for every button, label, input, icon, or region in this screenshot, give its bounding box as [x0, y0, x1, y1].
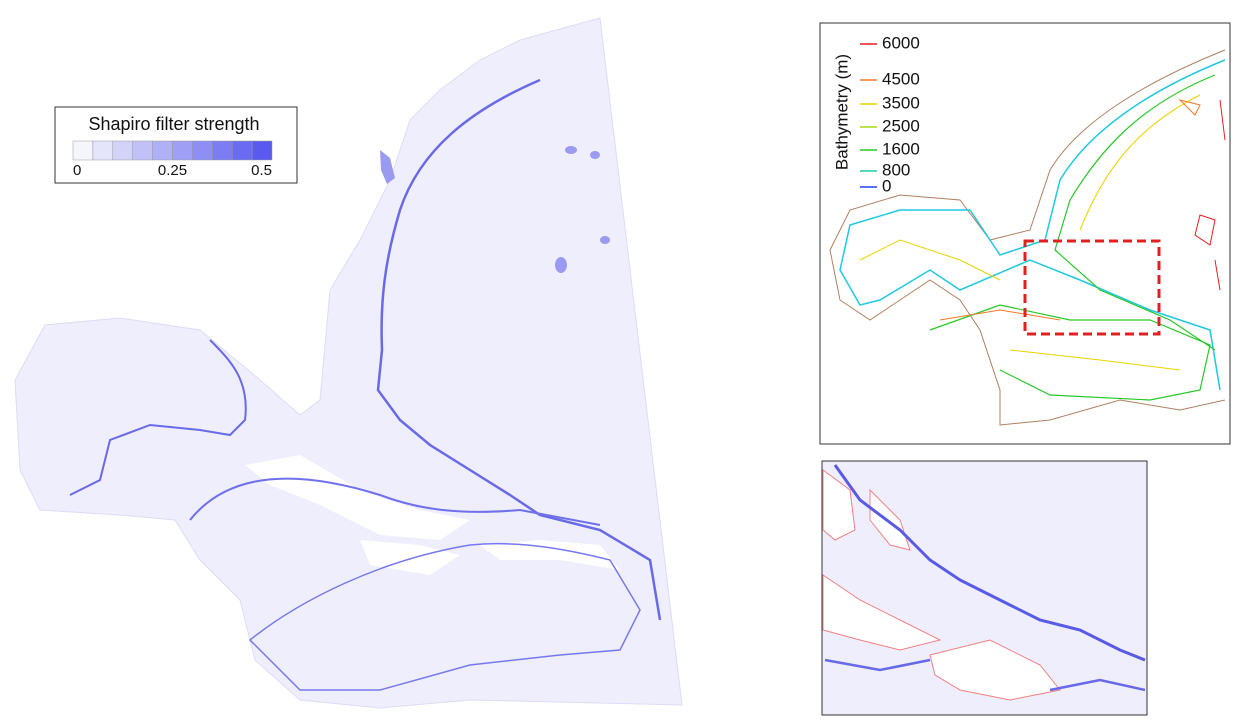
- zoom-map: [821, 460, 1148, 716]
- legend-title: Bathymetry (m): [832, 54, 851, 170]
- legend-swatch: [192, 140, 213, 161]
- coast-line: [69, 339, 247, 496]
- coast-line: [824, 658, 1146, 692]
- legend-swatch: [212, 140, 233, 161]
- filter-legend: Shapiro filter strength 0 0.25 0.5: [54, 106, 298, 184]
- map-frame: [819, 22, 1231, 445]
- shelf-contour: [839, 59, 1226, 391]
- legend-swatch: [72, 140, 94, 161]
- coast-line: [248, 542, 641, 691]
- legend-swatch: [92, 140, 114, 161]
- legend-swatch: [172, 140, 193, 161]
- map-domain: [14, 17, 683, 709]
- legend-swatch: [112, 140, 133, 161]
- legend-label: 6000: [882, 33, 920, 52]
- land: [822, 469, 1061, 701]
- deep-contour: [859, 94, 1201, 371]
- deep-contour: [1194, 99, 1226, 291]
- coast-line: [833, 464, 1146, 662]
- legend-swatch: [251, 140, 273, 161]
- legend-label: 800: [882, 160, 910, 179]
- legend-swatch: [231, 140, 253, 161]
- legend-tick-label: 0.5: [251, 162, 272, 179]
- legend-label: 2500: [882, 116, 920, 135]
- legend-tick-label: 0: [73, 162, 81, 179]
- legend-title: Shapiro filter strength: [88, 114, 259, 134]
- legend-label: 0: [882, 176, 891, 195]
- coast-line: [376, 78, 662, 621]
- legend-tick-label: 0.25: [158, 162, 187, 179]
- filter-map: [14, 17, 683, 709]
- coast-line: [189, 477, 601, 526]
- legend-label: 4500: [882, 69, 920, 88]
- coast-contour: [829, 49, 1226, 426]
- legend-swatch: [152, 140, 173, 161]
- legend-label: 3500: [882, 93, 920, 112]
- deep-contour: [939, 99, 1201, 321]
- legend-label: 1600: [882, 139, 920, 158]
- zoom-box: [1023, 239, 1161, 336]
- legend-swatch: [132, 140, 153, 161]
- deep-contour: [929, 74, 1216, 401]
